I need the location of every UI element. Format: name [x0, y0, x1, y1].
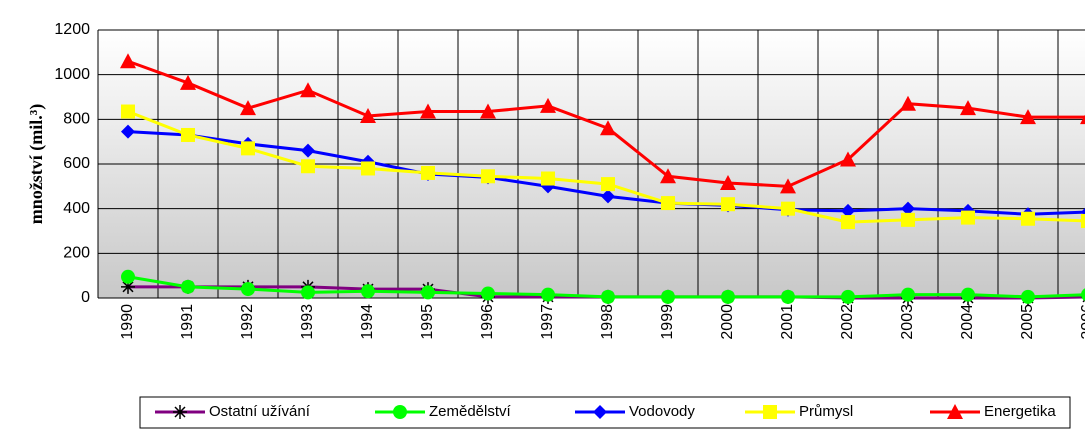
point-marker	[1020, 109, 1036, 125]
x-tick-label: 1996	[479, 304, 496, 340]
point-marker	[720, 174, 736, 190]
y-tick-label: 1200	[54, 21, 90, 38]
y-axis-label: množství (mil.³)	[26, 104, 47, 224]
point-marker	[301, 285, 315, 300]
x-tick-label: 2002	[839, 304, 856, 340]
legend-marker	[393, 405, 407, 419]
point-marker	[961, 287, 975, 302]
point-marker	[841, 203, 855, 218]
x-tick-label: 1999	[659, 304, 676, 340]
legend-label: Energetika	[984, 403, 1056, 420]
legend-marker	[763, 405, 777, 419]
y-tick-label: 600	[63, 155, 90, 172]
point-marker	[901, 201, 915, 216]
point-marker	[540, 97, 556, 113]
point-marker	[241, 282, 255, 297]
point-marker	[121, 279, 135, 294]
point-marker	[841, 289, 855, 304]
x-tick-label: 1994	[359, 304, 376, 340]
x-tick-label: 1993	[299, 304, 316, 340]
point-marker	[481, 286, 495, 301]
point-marker	[1021, 211, 1035, 226]
point-marker	[721, 197, 735, 212]
x-tick-label: 1992	[239, 304, 256, 340]
point-marker	[181, 279, 195, 294]
y-tick-label: 200	[63, 245, 90, 262]
y-tick-label: 0	[81, 289, 90, 306]
point-marker	[121, 124, 135, 139]
point-marker	[1081, 288, 1085, 301]
point-marker	[181, 127, 195, 142]
point-marker	[960, 100, 976, 116]
x-tick-label: 1991	[179, 304, 196, 340]
point-marker	[601, 189, 615, 204]
legend-label: Průmysl	[799, 403, 853, 420]
point-marker	[180, 74, 196, 90]
point-marker	[660, 168, 676, 184]
x-tick-label: 2000	[719, 304, 736, 340]
x-tick-label: 1998	[599, 304, 616, 340]
x-tick-label: 1995	[419, 304, 436, 340]
point-marker	[121, 269, 135, 284]
point-marker	[361, 161, 375, 176]
point-marker	[600, 120, 616, 136]
point-marker	[301, 143, 315, 158]
point-marker	[1080, 114, 1085, 125]
point-marker	[721, 289, 735, 304]
x-tick-label: 1990	[119, 304, 136, 340]
point-marker	[480, 103, 496, 119]
x-tick-label: 2001	[779, 304, 796, 340]
y-tick-label: 400	[63, 200, 90, 217]
point-marker	[541, 287, 555, 302]
point-marker	[120, 53, 136, 69]
point-marker	[301, 159, 315, 174]
point-marker	[780, 178, 796, 194]
point-marker	[661, 196, 675, 211]
point-marker	[1081, 213, 1085, 228]
y-tick-label: 800	[63, 111, 90, 128]
point-marker	[241, 141, 255, 156]
legend-marker	[173, 405, 187, 419]
x-tick-label: 1997	[539, 304, 556, 340]
point-marker	[421, 165, 435, 180]
point-marker	[361, 284, 375, 299]
legend-label: Zemědělství	[429, 403, 512, 420]
point-marker	[1021, 289, 1035, 304]
legend-marker	[593, 405, 607, 419]
point-marker	[781, 201, 795, 216]
point-marker	[661, 289, 675, 304]
point-marker	[840, 151, 856, 167]
legend-label: Ostatní užívání	[209, 403, 311, 420]
point-marker	[420, 103, 436, 119]
x-tick-label: 2004	[959, 304, 976, 340]
point-marker	[360, 107, 376, 123]
legend-label: Vodovody	[629, 403, 695, 420]
x-tick-label: 2006	[1079, 304, 1085, 340]
point-marker	[601, 177, 615, 192]
point-marker	[421, 285, 435, 300]
point-marker	[481, 169, 495, 184]
legend-marker	[947, 404, 963, 419]
x-tick-label: 2003	[899, 304, 916, 340]
point-marker	[121, 104, 135, 119]
point-marker	[961, 210, 975, 225]
point-marker	[781, 289, 795, 304]
y-tick-label: 1000	[54, 66, 90, 83]
point-marker	[541, 171, 555, 186]
point-marker	[900, 95, 916, 111]
point-marker	[901, 287, 915, 302]
point-marker	[240, 100, 256, 116]
point-marker	[841, 215, 855, 230]
point-marker	[300, 82, 316, 98]
point-marker	[901, 212, 915, 227]
x-tick-label: 2005	[1019, 304, 1036, 340]
point-marker	[601, 289, 615, 304]
